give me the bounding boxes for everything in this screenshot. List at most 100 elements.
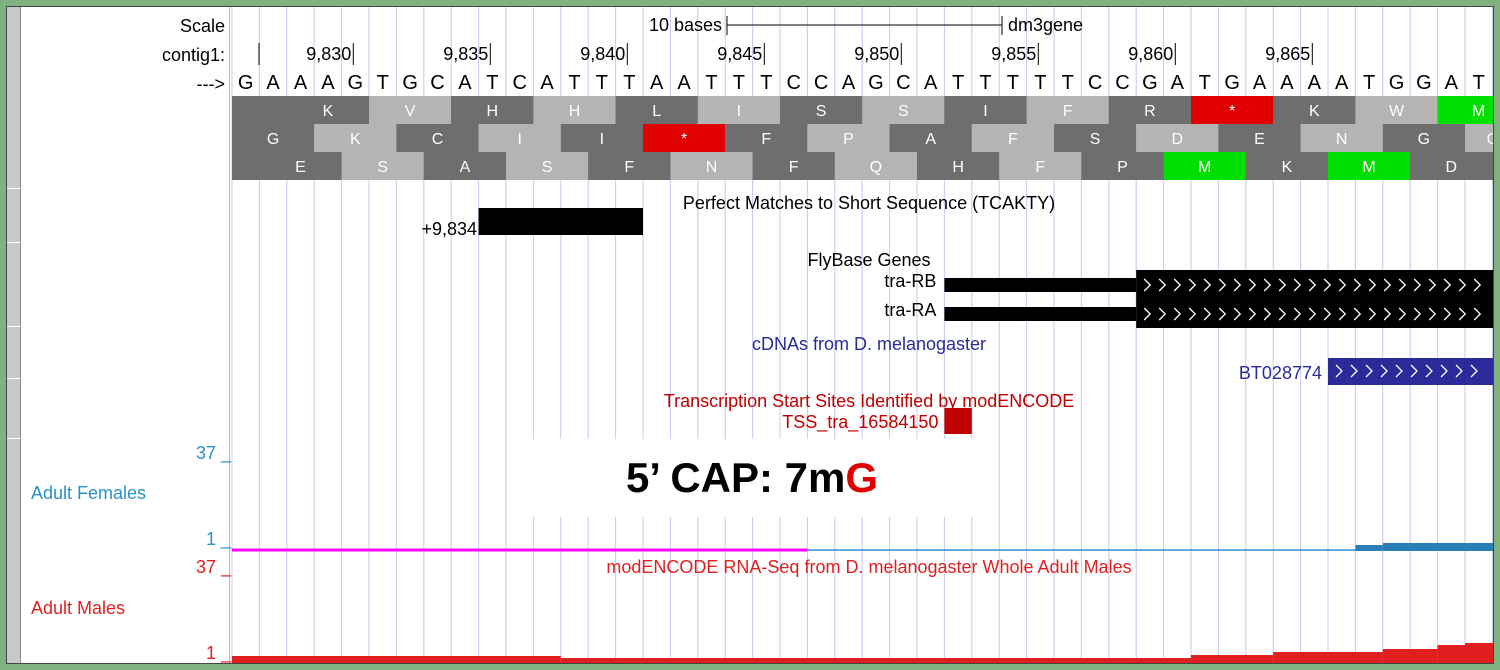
dna-base: T (1034, 72, 1046, 94)
dna-base: T (596, 72, 608, 94)
codon-box (944, 96, 1027, 124)
ruler-position-label: 9,850 (854, 44, 899, 64)
amino-acid: K (323, 103, 334, 120)
dna-base: A (1308, 72, 1322, 94)
codon-box (889, 124, 972, 152)
scale-text: 10 bases (649, 15, 722, 35)
dna-base: T (1363, 72, 1375, 94)
codon-box (834, 152, 917, 180)
amino-acid: S (816, 103, 827, 120)
gene-label: tra-RA (884, 300, 936, 320)
strand-chevron (1278, 278, 1287, 292)
amino-acid: P (843, 131, 854, 148)
strand-chevron (1308, 278, 1317, 292)
codon-box (615, 96, 698, 124)
strand-chevron (1248, 307, 1257, 321)
ruler-position-label: 9,845 (717, 44, 762, 64)
males-signal-bar (232, 656, 561, 663)
dna-base: T (623, 72, 635, 94)
codon-box (232, 124, 315, 152)
codon-box (588, 152, 671, 180)
codon-box (423, 152, 506, 180)
ruler-track-handle[interactable] (7, 7, 21, 189)
amino-acid: * (1229, 103, 1235, 120)
codon-box (1273, 96, 1356, 124)
strand-chevron (1143, 307, 1152, 321)
tss-title: Transcription Start Sites Identified by … (664, 391, 1075, 411)
amino-acid: I (517, 131, 521, 148)
males-max-label: 37 _ (195, 557, 231, 577)
tss-track-handle[interactable] (7, 379, 21, 439)
strand-chevron (1368, 278, 1377, 292)
dna-base: G (1224, 72, 1240, 94)
strand-chevron (1293, 307, 1302, 321)
strand-chevron (1398, 278, 1407, 292)
flybase-track-handle[interactable] (7, 243, 21, 327)
amino-acid: G (1418, 131, 1430, 148)
strand-chevron (1218, 307, 1227, 321)
strand-chevron (1323, 278, 1332, 292)
strand-chevron (1233, 278, 1242, 292)
strand-chevron (1263, 307, 1272, 321)
codon-box (752, 152, 835, 180)
dna-base: A (842, 72, 856, 94)
dna-base: G (348, 72, 364, 94)
codon-box (780, 96, 863, 124)
codon-box (506, 152, 589, 180)
codon-box (259, 152, 342, 180)
amino-acid: C (1487, 131, 1494, 148)
amino-acid: F (624, 159, 634, 176)
amino-acid: V (405, 103, 416, 120)
dna-base: T (760, 72, 772, 94)
dna-base: A (540, 72, 554, 94)
cdna-alignment (1328, 358, 1493, 385)
track-area[interactable]: 10 bases dm3gene 9,830 9,835 9,840 9,845 9,850… (7, 7, 1494, 664)
males-signal-bar (1465, 643, 1493, 663)
cdna-track-handle[interactable] (7, 327, 21, 379)
males-signal-bar (1437, 645, 1465, 663)
strand-chevron (1293, 278, 1302, 292)
dna-base: A (294, 72, 308, 94)
amino-acid: M (1198, 159, 1211, 176)
amino-acid: S (377, 159, 388, 176)
strand-arrow[interactable]: ---> (196, 74, 226, 94)
codon-box (341, 152, 424, 180)
short-seq-title: Perfect Matches to Short Sequence (TCAKT… (683, 193, 1055, 213)
dna-base: T (705, 72, 717, 94)
short-seq-track-handle[interactable] (7, 189, 21, 243)
dna-base: G (868, 72, 884, 94)
dna-base: A (924, 72, 938, 94)
dna-base: G (1389, 72, 1405, 94)
amino-acid: E (295, 159, 306, 176)
strand-chevron (1263, 278, 1272, 292)
amino-acid: S (1090, 131, 1101, 148)
strand-chevron (1218, 278, 1227, 292)
strand-chevron (1158, 278, 1167, 292)
tss-feature (944, 408, 972, 434)
dna-base: T (486, 72, 498, 94)
dna-base: T (1007, 72, 1019, 94)
codon-box (1026, 96, 1109, 124)
assembly-label: dm3gene (1008, 15, 1083, 35)
rnaseq-track-handle[interactable] (7, 439, 21, 663)
dna-base: A (1445, 72, 1459, 94)
codon-box (917, 152, 1000, 180)
codon-box (1245, 152, 1328, 180)
codon-box (697, 96, 780, 124)
amino-acid: H (569, 103, 581, 120)
strand-chevron (1203, 278, 1212, 292)
strand-chevron (1470, 364, 1478, 378)
males-track-title: modENCODE RNA-Seq from D. melanogaster W… (606, 557, 1131, 577)
codon-box (1410, 152, 1493, 180)
codon-box (1163, 152, 1246, 180)
amino-acid: I (600, 131, 604, 148)
dna-base: T (377, 72, 389, 94)
dna-base: T (979, 72, 991, 94)
strand-chevron (1323, 307, 1332, 321)
amino-acid: L (652, 103, 661, 120)
cdna-item-label: BT028774 (1239, 363, 1322, 383)
amino-acid: I (983, 103, 987, 120)
dna-base: A (1171, 72, 1185, 94)
dna-base: C (896, 72, 910, 94)
strand-chevron (1398, 307, 1407, 321)
